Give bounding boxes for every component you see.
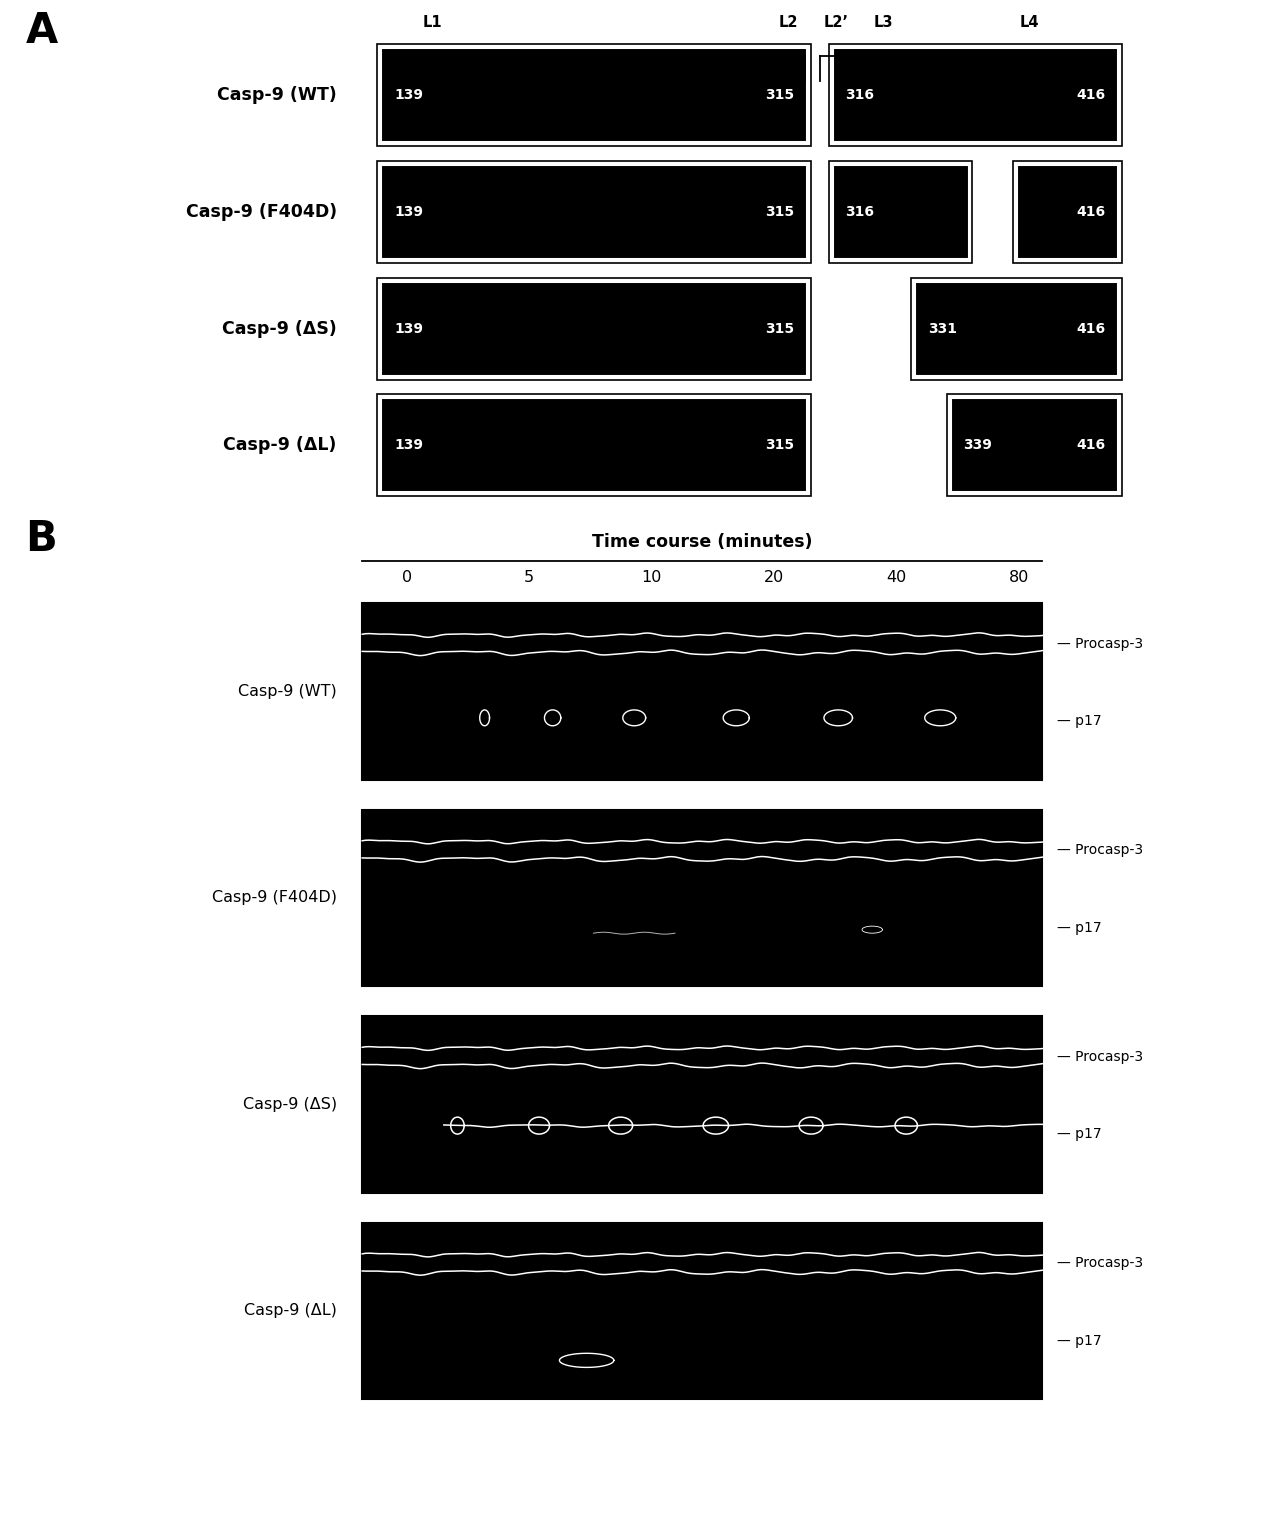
Text: Time course (minutes): Time course (minutes)	[592, 533, 812, 551]
Text: 315: 315	[765, 88, 794, 102]
Bar	[829, 161, 972, 264]
Text: Casp-9 (ΔL): Casp-9 (ΔL)	[244, 1303, 337, 1318]
Bar	[377, 277, 811, 380]
Text: — p17: — p17	[1057, 1127, 1102, 1141]
Bar	[833, 165, 969, 259]
Text: L4: L4	[1019, 15, 1040, 30]
Bar	[833, 48, 1118, 142]
Bar	[829, 44, 1122, 145]
Text: Casp-9 (F404D): Casp-9 (F404D)	[212, 891, 337, 906]
Text: 0: 0	[402, 570, 412, 585]
Bar	[381, 398, 807, 492]
Bar	[362, 809, 1042, 986]
Text: 139: 139	[394, 88, 423, 102]
Text: 416: 416	[1077, 438, 1106, 453]
Text: Casp-9 (WT): Casp-9 (WT)	[217, 86, 337, 105]
Text: A: A	[25, 11, 57, 52]
Text: — Procasp-3: — Procasp-3	[1057, 1256, 1144, 1271]
Bar	[381, 282, 807, 376]
Text: L2: L2	[778, 15, 798, 30]
Bar	[377, 44, 811, 145]
Text: 316: 316	[845, 88, 874, 102]
Text: 139: 139	[394, 205, 423, 218]
Text: 40: 40	[887, 570, 907, 585]
Bar	[915, 282, 1118, 376]
Bar	[1013, 161, 1122, 264]
Bar	[381, 165, 807, 259]
Bar	[362, 603, 1042, 780]
Text: Casp-9 (ΔL): Casp-9 (ΔL)	[224, 436, 337, 454]
Text: 80: 80	[1009, 570, 1030, 585]
Bar	[377, 394, 811, 497]
Text: — p17: — p17	[1057, 921, 1102, 935]
Bar	[951, 398, 1118, 492]
Bar	[833, 165, 969, 259]
Text: L2’: L2’	[824, 15, 849, 30]
Bar	[381, 165, 807, 259]
Text: Casp-9 (F404D): Casp-9 (F404D)	[186, 203, 337, 221]
Text: 416: 416	[1077, 321, 1106, 336]
Text: L3: L3	[873, 15, 894, 30]
Text: 139: 139	[394, 321, 423, 336]
Text: L1: L1	[422, 15, 442, 30]
Text: 315: 315	[765, 321, 794, 336]
Text: — Procasp-3: — Procasp-3	[1057, 844, 1144, 857]
Bar	[911, 277, 1122, 380]
Bar	[1017, 165, 1118, 259]
Text: 315: 315	[765, 205, 794, 218]
Text: Casp-9 (ΔS): Casp-9 (ΔS)	[243, 1097, 337, 1112]
Text: — Procasp-3: — Procasp-3	[1057, 1050, 1144, 1064]
Bar	[951, 398, 1118, 492]
Text: 416: 416	[1077, 88, 1106, 102]
Bar	[833, 48, 1118, 142]
Bar	[947, 394, 1122, 497]
Text: 339: 339	[963, 438, 993, 453]
Text: B: B	[25, 518, 57, 559]
Bar	[362, 1223, 1042, 1400]
Text: — p17: — p17	[1057, 715, 1102, 729]
Text: Casp-9 (WT): Casp-9 (WT)	[238, 683, 337, 698]
Text: Casp-9 (ΔS): Casp-9 (ΔS)	[222, 320, 337, 338]
Bar	[381, 282, 807, 376]
Text: 139: 139	[394, 438, 423, 453]
Text: 315: 315	[765, 438, 794, 453]
Bar	[381, 48, 807, 142]
Bar	[381, 398, 807, 492]
Text: 331: 331	[928, 321, 957, 336]
Text: — Procasp-3: — Procasp-3	[1057, 636, 1144, 651]
Bar	[915, 282, 1118, 376]
Text: 5: 5	[524, 570, 534, 585]
Text: 10: 10	[642, 570, 662, 585]
Bar	[1017, 165, 1118, 259]
Text: 20: 20	[764, 570, 784, 585]
Bar	[377, 161, 811, 264]
Text: 316: 316	[845, 205, 874, 218]
Text: — p17: — p17	[1057, 1335, 1102, 1348]
Bar	[381, 48, 807, 142]
Text: 416: 416	[1077, 205, 1106, 218]
Bar	[362, 1017, 1042, 1192]
